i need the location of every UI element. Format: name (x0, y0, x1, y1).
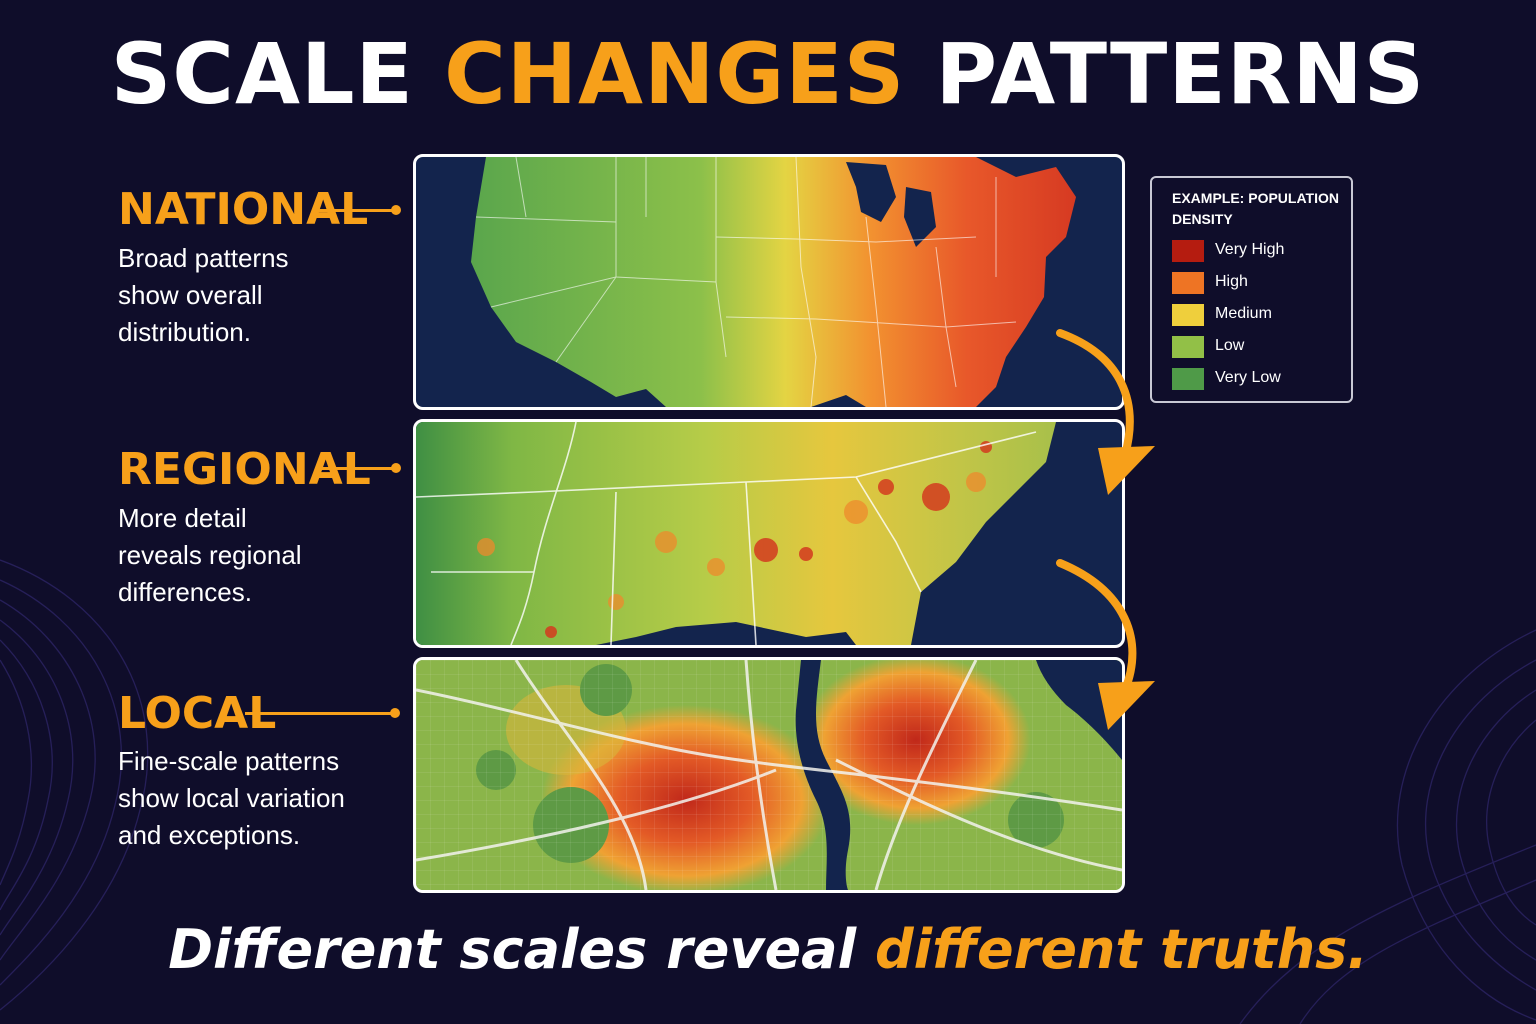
population-density-legend: EXAMPLE: POPULATION DENSITY Very High Hi… (1150, 176, 1353, 403)
legend-swatch (1172, 304, 1204, 326)
local-desc-line: and exceptions. (118, 820, 301, 850)
title-word-changes: CHANGES (444, 25, 906, 123)
legend-swatch (1172, 240, 1204, 262)
local-connector (245, 708, 400, 718)
legend-label: Medium (1215, 305, 1272, 322)
local-desc-line: show local variation (118, 783, 345, 813)
national-desc-line: show overall (118, 280, 263, 310)
national-desc-line: distribution. (118, 317, 251, 347)
national-connector (316, 205, 401, 215)
page-title: SCALE CHANGES PATTERNS (0, 28, 1536, 120)
regional-map-panel (413, 419, 1125, 648)
regional-desc-line: differences. (118, 577, 252, 607)
local-map (416, 660, 1122, 890)
legend-label: Low (1215, 337, 1245, 354)
national-map (471, 157, 1076, 407)
legend-label: Very Low (1215, 369, 1281, 386)
local-description: Fine-scale patterns show local variation… (118, 743, 408, 854)
legend-swatch (1172, 272, 1204, 294)
legend-title: EXAMPLE: POPULATION DENSITY (1172, 190, 1339, 227)
tagline-part-accent: different truths. (874, 918, 1368, 981)
legend-label: High (1215, 273, 1248, 290)
river (795, 660, 851, 890)
regional-heading: REGIONAL (118, 444, 371, 495)
local-desc-line: Fine-scale patterns (118, 746, 340, 776)
regional-desc-line: reveals regional (118, 540, 302, 570)
title-word-patterns: PATTERNS (935, 25, 1426, 123)
tagline: Different scales reveal different truths… (0, 918, 1536, 981)
national-description: Broad patterns show overall distribution… (118, 240, 408, 351)
local-map-panel (413, 657, 1125, 893)
regional-connector (316, 463, 401, 473)
regional-description: More detail reveals regional differences… (118, 500, 408, 611)
regional-map (416, 422, 1056, 645)
legend-swatch (1172, 368, 1204, 390)
usa-landmass (471, 157, 1076, 407)
legend-swatch (1172, 336, 1204, 358)
southeast-landmass (416, 422, 1056, 645)
tagline-part-white: Different scales reveal (168, 918, 857, 981)
national-desc-line: Broad patterns (118, 243, 289, 273)
title-word-scale: SCALE (110, 25, 414, 123)
legend-label: Very High (1215, 241, 1285, 258)
national-map-panel (413, 154, 1125, 410)
regional-desc-line: More detail (118, 503, 247, 533)
